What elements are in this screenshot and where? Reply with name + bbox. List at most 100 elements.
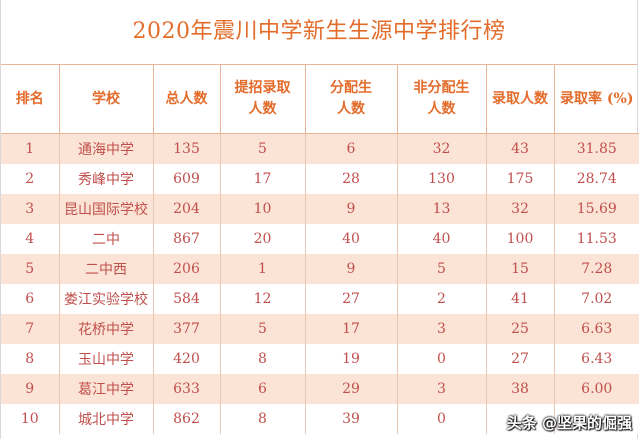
cell-admitted — [486, 404, 555, 434]
cell-nonalloc: 3 — [397, 314, 487, 344]
cell-admitted: 38 — [486, 374, 555, 404]
cell-admitted: 25 — [486, 314, 555, 344]
cell-rank: 2 — [1, 164, 60, 194]
cell-admitted: 100 — [486, 224, 555, 254]
cell-early: 10 — [220, 194, 306, 224]
header-rate: 录取率 (%) — [554, 65, 639, 134]
cell-rank: 5 — [1, 254, 60, 284]
cell-admitted: 43 — [486, 133, 555, 164]
cell-total: 609 — [153, 164, 221, 194]
watermark: 头条 @坚果的倔强 — [506, 414, 632, 432]
cell-nonalloc: 5 — [397, 254, 487, 284]
header-admitted: 录取人数 — [486, 65, 555, 134]
header-total: 总人数 — [153, 65, 221, 134]
cell-total: 584 — [153, 284, 221, 314]
header-school: 学校 — [59, 65, 154, 134]
cell-rank: 8 — [1, 344, 60, 374]
header-row: 排名 学校 总人数 提招录取 人数 分配生 人数 非分配生 人数 录取人数 录取率 (… — [1, 65, 639, 134]
cell-rate — [554, 404, 639, 434]
cell-total: 377 — [153, 314, 221, 344]
cell-early: 6 — [220, 374, 306, 404]
cell-school: 玉山中学 — [59, 344, 154, 374]
cell-school: 二中 — [59, 224, 154, 254]
cell-total: 862 — [153, 404, 221, 434]
cell-alloc: 29 — [305, 374, 398, 404]
cell-rank: 4 — [1, 224, 60, 254]
header-nonalloc: 非分配生 人数 — [397, 65, 487, 134]
cell-total: 206 — [153, 254, 221, 284]
cell-alloc: 19 — [305, 344, 398, 374]
cell-total: 633 — [153, 374, 221, 404]
header-alloc-line2: 人数 — [337, 101, 365, 117]
table-row: 8 玉山中学 420 8 19 0 27 6.43 — [1, 344, 639, 374]
cell-school: 花桥中学 — [59, 314, 154, 344]
cell-alloc: 6 — [305, 133, 398, 164]
header-nonalloc-line2: 人数 — [427, 101, 456, 117]
cell-school: 二中西 — [59, 254, 154, 284]
header-early: 提招录取 人数 — [220, 65, 306, 134]
cell-nonalloc: 130 — [397, 164, 487, 194]
cell-rank: 10 — [1, 404, 60, 434]
cell-alloc: 27 — [305, 284, 398, 314]
cell-alloc: 17 — [305, 314, 398, 344]
cell-total: 420 — [153, 344, 221, 374]
table-body: 1 通海中学 135 5 6 32 43 31.85 2 秀峰中学 609 17 28 130 175 28.… — [1, 133, 639, 434]
header-rank: 排名 — [1, 65, 60, 134]
cell-early: 8 — [220, 404, 306, 434]
cell-early: 12 — [220, 284, 306, 314]
cell-nonalloc: 0 — [397, 404, 487, 434]
cell-rate: 31.85 — [554, 133, 639, 164]
table-row: 9 葛江中学 633 6 29 3 38 6.00 — [1, 374, 639, 404]
cell-nonalloc: 0 — [397, 344, 487, 374]
page-title: 2020年震川中学新生生源中学排行榜 — [1, 0, 637, 65]
cell-school: 娄江实验学校 — [59, 284, 154, 314]
table-row: 6 娄江实验学校 584 12 27 2 41 7.02 — [1, 284, 639, 314]
cell-early: 17 — [220, 164, 306, 194]
cell-rank: 9 — [1, 374, 60, 404]
header-alloc: 分配生 人数 — [305, 65, 398, 134]
cell-rank: 3 — [1, 194, 60, 224]
cell-alloc: 9 — [305, 194, 398, 224]
cell-rate: 11.53 — [554, 224, 639, 254]
cell-nonalloc: 40 — [397, 224, 487, 254]
cell-early: 5 — [220, 314, 306, 344]
cell-school: 葛江中学 — [59, 374, 154, 404]
cell-admitted: 32 — [486, 194, 555, 224]
cell-early: 5 — [220, 133, 306, 164]
cell-rank: 7 — [1, 314, 60, 344]
ranking-table: 排名 学校 总人数 提招录取 人数 分配生 人数 非分配生 人数 录取人数 录取率 (… — [1, 65, 639, 434]
cell-alloc: 39 — [305, 404, 398, 434]
cell-rate: 15.69 — [554, 194, 639, 224]
cell-rate: 7.02 — [554, 284, 639, 314]
table-row: 2 秀峰中学 609 17 28 130 175 28.74 — [1, 164, 639, 194]
cell-early: 1 — [220, 254, 306, 284]
cell-rate: 6.43 — [554, 344, 639, 374]
cell-nonalloc: 2 — [397, 284, 487, 314]
cell-nonalloc: 13 — [397, 194, 487, 224]
table-row: 10 城北中学 862 8 39 0 — [1, 404, 639, 434]
cell-total: 135 — [153, 133, 221, 164]
cell-rate: 7.28 — [554, 254, 639, 284]
cell-rate: 28.74 — [554, 164, 639, 194]
cell-alloc: 28 — [305, 164, 398, 194]
cell-alloc: 9 — [305, 254, 398, 284]
cell-nonalloc: 32 — [397, 133, 487, 164]
table-row: 4 二中 867 20 40 40 100 11.53 — [1, 224, 639, 254]
cell-nonalloc: 3 — [397, 374, 487, 404]
cell-early: 20 — [220, 224, 306, 254]
cell-admitted: 15 — [486, 254, 555, 284]
table-row: 7 花桥中学 377 5 17 3 25 6.63 — [1, 314, 639, 344]
cell-rate: 6.63 — [554, 314, 639, 344]
cell-alloc: 40 — [305, 224, 398, 254]
cell-admitted: 27 — [486, 344, 555, 374]
cell-admitted: 41 — [486, 284, 555, 314]
header-early-line1: 提招录取 — [234, 80, 291, 96]
header-nonalloc-line1: 非分配生 — [413, 80, 470, 96]
cell-total: 867 — [153, 224, 221, 254]
cell-rank: 1 — [1, 133, 60, 164]
cell-rate: 6.00 — [554, 374, 639, 404]
cell-school: 秀峰中学 — [59, 164, 154, 194]
cell-school: 昆山国际学校 — [59, 194, 154, 224]
cell-admitted: 175 — [486, 164, 555, 194]
